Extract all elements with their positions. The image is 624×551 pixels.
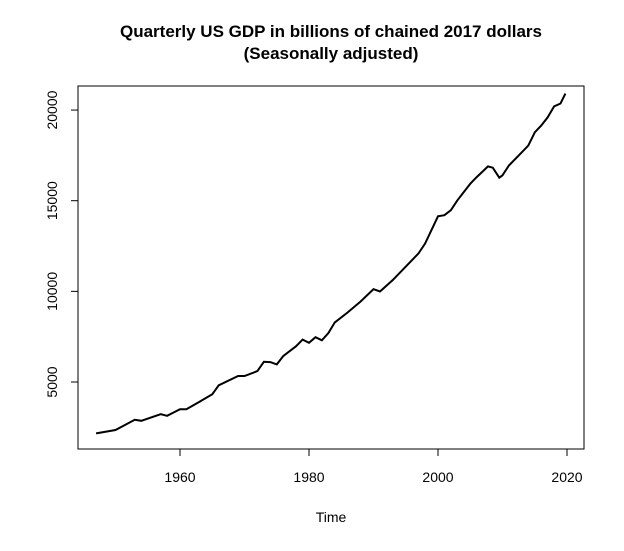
chart-subtitle: (Seasonally adjusted) (244, 44, 419, 63)
y-tick-label: 5000 (44, 366, 60, 397)
y-tick-label: 10000 (44, 272, 60, 311)
chart-title: Quarterly US GDP in billions of chained … (120, 22, 542, 41)
gdp-series-line (95, 93, 567, 435)
y-tick-label: 15000 (44, 181, 60, 220)
x-axis-label: Time (316, 509, 347, 525)
plot-frame (77, 85, 585, 450)
y-tick-label: 20000 (44, 90, 60, 129)
x-tick-label: 2020 (551, 469, 582, 485)
y-axis: 5000 10000 15000 20000 (44, 90, 79, 398)
x-tick-label: 1960 (164, 469, 195, 485)
x-tick-label: 1980 (293, 469, 324, 485)
x-tick-label: 2000 (422, 469, 453, 485)
x-axis: 1960 1980 2000 2020 (164, 448, 583, 485)
